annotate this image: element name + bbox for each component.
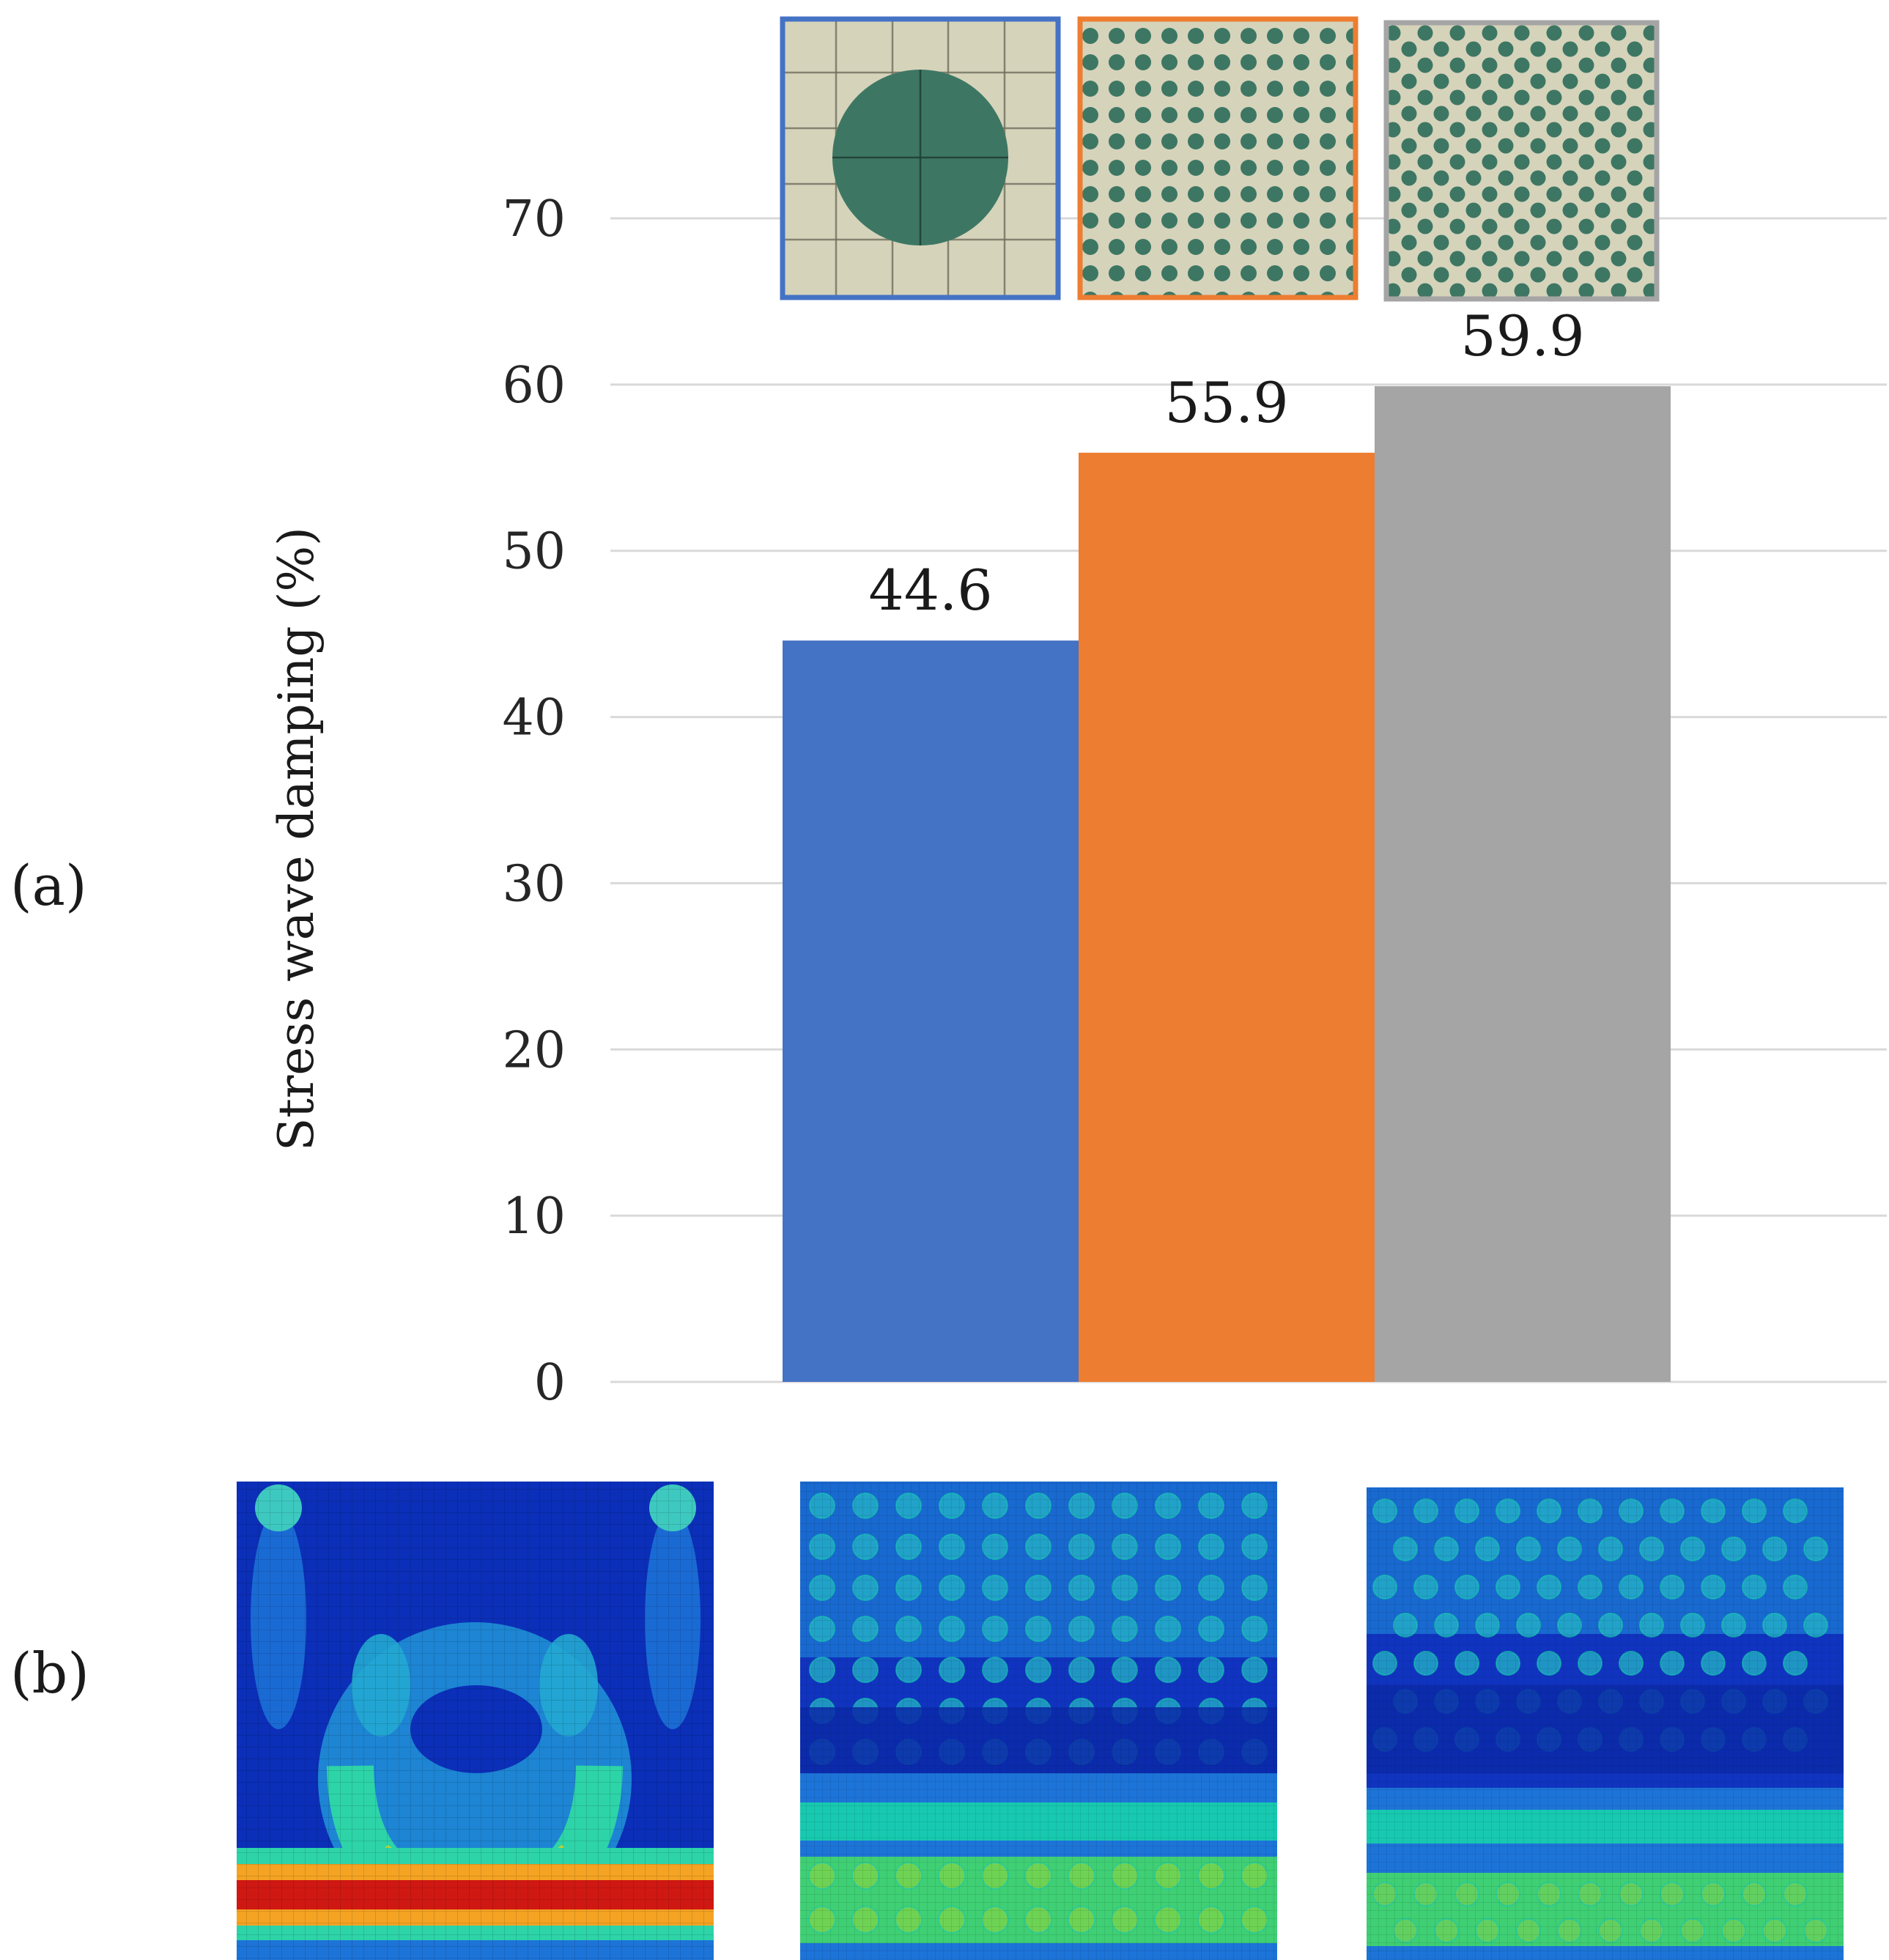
data-label-2: 55.9: [1164, 370, 1288, 435]
square-array-stress-map: [800, 1482, 1277, 1960]
single-fiber-cell: [780, 16, 1061, 300]
data-label-1: 44.6: [868, 558, 992, 623]
single-fiber-stress-map: [237, 1482, 714, 1960]
hexagonal-array-stress-map: [1367, 1487, 1844, 1960]
y-tick-labels: 0 10 20 30 40 50 60 70: [502, 191, 566, 1412]
data-labels: 44.6 55.9 59.9: [868, 303, 1584, 623]
y-tick-label-0: 0: [534, 1354, 566, 1412]
bar-2: [1079, 452, 1375, 1382]
y-tick-label-60: 60: [502, 357, 566, 415]
panel-label-b: (b): [10, 1641, 89, 1706]
y-tick-label-50: 50: [502, 523, 566, 581]
y-axis-title: Stress wave damping (%): [268, 527, 325, 1151]
y-tick-label-30: 30: [502, 855, 566, 913]
y-tick-label-10: 10: [502, 1188, 566, 1246]
bar-1: [783, 640, 1079, 1382]
hexagonal-array-cell: [1383, 20, 1660, 302]
y-tick-label-70: 70: [502, 191, 566, 248]
bars: [783, 386, 1671, 1382]
y-tick-label-20: 20: [502, 1021, 566, 1079]
bar-3: [1375, 386, 1671, 1382]
panel-label-a: (a): [10, 853, 87, 918]
y-tick-label-40: 40: [502, 689, 566, 747]
square-array-cell: [1077, 16, 1358, 300]
data-label-3: 59.9: [1460, 303, 1584, 369]
